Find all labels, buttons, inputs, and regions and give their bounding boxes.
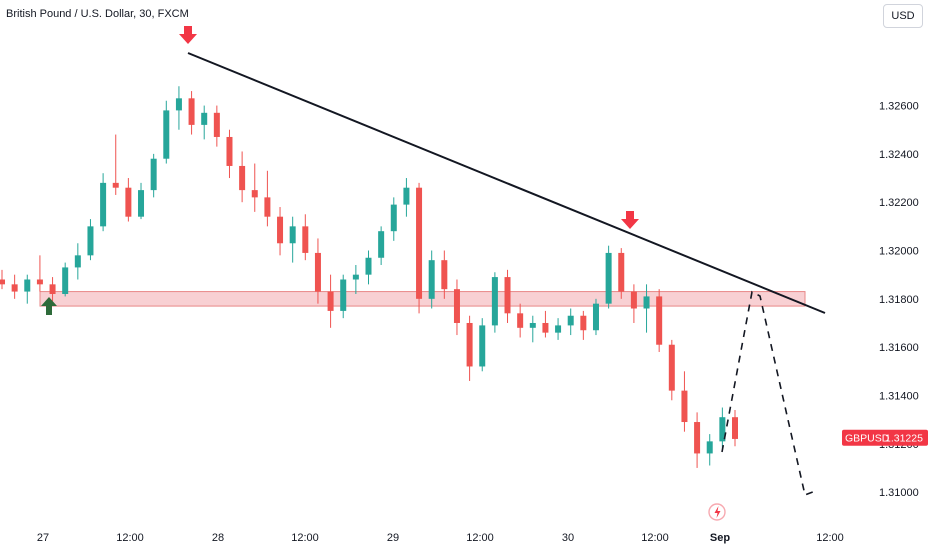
candle-body (694, 422, 701, 454)
candle-body (453, 289, 460, 323)
candle-body (125, 187, 132, 217)
candle-body (719, 417, 726, 442)
support-zone-rect (39, 291, 806, 307)
candle-body (592, 303, 599, 331)
candle-body (314, 252, 321, 292)
candle-body (466, 322, 473, 367)
candle-body (517, 313, 524, 328)
x-tick-label: 27 (37, 532, 49, 544)
x-tick-label: 29 (387, 532, 399, 544)
candle-body (643, 296, 650, 309)
candle-body (87, 226, 94, 256)
candle-body (302, 226, 309, 253)
candle-body (150, 158, 157, 191)
candle-body (49, 284, 56, 294)
arrow-down-icon (621, 211, 639, 229)
candle-body (213, 112, 220, 137)
candle-body (542, 322, 549, 333)
candle-body (226, 136, 233, 166)
support-zone (39, 291, 806, 307)
chart-title: British Pound / U.S. Dollar, 30, FXCM (6, 8, 189, 20)
price-tag-symbol: GBPUSD (845, 433, 890, 445)
x-tick-label: 12:00 (116, 532, 144, 544)
candle-body (668, 344, 675, 391)
candle-body (100, 182, 107, 227)
candle-body (732, 417, 738, 439)
candle-body (529, 322, 536, 328)
candle-body (479, 325, 486, 367)
x-tick-label: 12:00 (466, 532, 494, 544)
candle-body (416, 187, 423, 299)
candle-body (706, 441, 713, 454)
candle-body (188, 98, 195, 125)
candle-body (175, 98, 182, 111)
candle-body (567, 315, 574, 326)
annotations (41, 26, 826, 521)
y-tick-label: 1.32600 (879, 101, 919, 113)
candle-body (618, 252, 625, 292)
candle-body (251, 190, 258, 198)
y-tick-label: 1.32400 (879, 149, 919, 161)
projection-path (721, 290, 819, 497)
candle-body (630, 291, 637, 309)
candle-body (428, 260, 435, 299)
candle-body (289, 226, 296, 244)
x-tick-label: 28 (212, 532, 224, 544)
candle-body (403, 187, 410, 205)
price-tag-bg (842, 429, 928, 446)
y-axis: 1.32600 1.32400 1.32200 1.32000 1.31800 1.316… (879, 101, 919, 500)
candle-body (580, 315, 587, 331)
x-tick-label: Sep (710, 532, 730, 544)
lightning-icon (714, 506, 721, 518)
candle-body (390, 204, 397, 232)
candle-body (277, 216, 284, 244)
candle-body (62, 267, 69, 294)
y-tick-label: 1.31400 (879, 390, 919, 402)
candle-body (11, 284, 18, 292)
y-tick-label: 1.32000 (879, 246, 919, 258)
resistance-trendline (187, 52, 826, 314)
candle-body (340, 279, 347, 311)
arrow-up-icon (41, 297, 57, 315)
candle-body (441, 260, 448, 290)
candle-body (163, 110, 170, 159)
candle-body (36, 279, 43, 285)
candle-body (0, 279, 5, 285)
y-tick-label: 1.31800 (879, 294, 919, 306)
candle-body (112, 182, 119, 188)
candle-body (491, 277, 498, 326)
candle-body (378, 231, 385, 258)
x-tick-label: 30 (562, 532, 574, 544)
y-tick-label: 1.31600 (879, 342, 919, 354)
candle-body (24, 279, 31, 292)
candle-body (264, 197, 271, 217)
y-tick-label: 1.32200 (879, 197, 919, 209)
candle-body (352, 274, 359, 280)
currency-button[interactable]: USD (883, 4, 923, 28)
x-axis: 27 12:00 28 12:00 29 12:00 30 12:00 Sep 12:00 (37, 532, 844, 544)
candle-body (201, 112, 208, 125)
candle-body (74, 255, 81, 268)
candle-body (327, 291, 334, 311)
arrow-down-icon (179, 26, 197, 44)
candle-body (656, 296, 663, 345)
candle-body (681, 390, 688, 423)
candle-body (555, 325, 562, 333)
candles (0, 86, 738, 468)
candle-body (605, 252, 612, 304)
x-tick-label: 12:00 (291, 532, 319, 544)
candle-body (239, 165, 246, 191)
candle-body (138, 190, 145, 217)
candle-body (365, 257, 372, 275)
y-tick-label: 1.31000 (879, 487, 919, 499)
x-tick-label: 12:00 (816, 532, 844, 544)
candle-body (504, 277, 511, 314)
x-tick-label: 12:00 (641, 532, 669, 544)
price-tag-price: 1.31225 (885, 433, 923, 445)
